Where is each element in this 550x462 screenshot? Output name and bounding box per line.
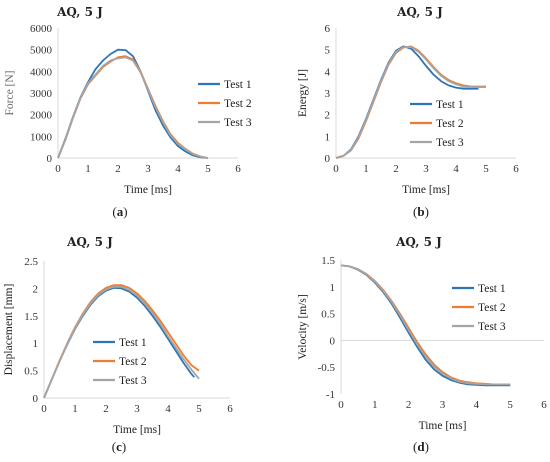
x-tick-label: 0: [333, 163, 339, 175]
x-tick-label: 4: [474, 399, 480, 411]
y-tick-label: 5: [325, 45, 331, 57]
x-tick-label: 5: [507, 399, 513, 411]
y-tick-label: 4000: [30, 66, 53, 78]
y-tick-label: 0: [47, 153, 53, 165]
panel-caption: (c): [112, 439, 126, 454]
x-tick-label: 5: [483, 163, 489, 175]
legend-label-test-1: Test 1: [224, 79, 252, 91]
chart-title: AQ, 5 J: [56, 5, 103, 19]
x-tick-label: 6: [513, 163, 519, 175]
y-tick-label: -0.5: [318, 362, 336, 374]
x-tick-label: 4: [175, 163, 181, 175]
y-tick-label: 6: [325, 23, 331, 35]
y-tick-label: 2.5: [24, 256, 38, 268]
x-tick-label: 0: [338, 399, 344, 411]
y-tick-label: 0.5: [24, 366, 38, 378]
chart-legend: Test 1 Test 2 Test 3: [198, 79, 252, 129]
series-line-test-3: [57, 56, 209, 159]
x-axis-label: Time [ms]: [113, 424, 161, 436]
x-tick-label: 5: [196, 403, 202, 415]
legend-label-test-3: Test 3: [478, 321, 506, 333]
chart-legend: Test 1 Test 2 Test 3: [93, 337, 147, 387]
y-tick-label: 1: [325, 131, 331, 143]
legend-label-test-1: Test 1: [478, 283, 506, 295]
x-tick-label: 1: [363, 163, 369, 175]
y-tick-label: 2: [33, 283, 39, 295]
x-axis-label: Time [ms]: [402, 184, 450, 196]
x-tick-label: 4: [453, 163, 459, 175]
x-tick-label: 6: [227, 403, 233, 415]
chart-panel-d: AQ, 5 J -1 -0.5 0 0.5 1 1.5 0 1 2 3 4 5 6 Time [ms] Vel…: [297, 235, 547, 454]
chart-legend: Test 1 Test 2 Test 3: [410, 99, 464, 149]
legend-label-test-2: Test 2: [119, 356, 147, 368]
chart-title: AQ, 5 J: [396, 5, 443, 19]
series-line-test-3: [43, 285, 200, 399]
y-tick-label: 1000: [30, 131, 53, 143]
x-tick-label: 1: [85, 163, 91, 175]
x-tick-label: 1: [72, 403, 78, 415]
y-tick-label: 4: [325, 66, 331, 78]
y-tick-label: 1: [330, 282, 336, 294]
x-tick-label: 3: [145, 163, 151, 175]
x-tick-label: 5: [205, 163, 211, 175]
x-tick-label: 4: [165, 403, 171, 415]
y-axis-label: Energy [J]: [297, 69, 309, 117]
x-tick-label: 3: [134, 403, 140, 415]
series-line-test-2: [57, 55, 209, 159]
legend-label-test-3: Test 3: [119, 375, 147, 387]
legend-label-test-2: Test 2: [478, 302, 506, 314]
legend-label-test-2: Test 2: [224, 98, 252, 110]
legend-label-test-1: Test 1: [436, 99, 464, 111]
legend-label-test-3: Test 3: [436, 137, 464, 149]
y-tick-label: 0: [325, 153, 331, 165]
y-tick-label: 1.5: [321, 255, 335, 267]
chart-title: AQ, 5 J: [66, 235, 113, 249]
x-tick-label: 2: [406, 399, 412, 411]
y-tick-label: -1: [326, 389, 335, 401]
x-tick-label: 0: [41, 403, 47, 415]
y-tick-label: 6000: [30, 23, 53, 35]
y-axis-label: Velocity [m/s]: [297, 294, 309, 359]
y-tick-label: 1: [33, 338, 39, 350]
y-tick-label: 0: [33, 393, 39, 405]
x-axis-label: Time [ms]: [419, 420, 467, 432]
x-tick-label: 1: [372, 399, 378, 411]
x-tick-label: 2: [115, 163, 121, 175]
y-axis-label: Force [N]: [4, 70, 16, 115]
legend-label-test-2: Test 2: [436, 118, 464, 130]
y-tick-label: 5000: [30, 45, 53, 57]
series-line-test-1: [57, 48, 209, 159]
x-tick-label: 3: [440, 399, 446, 411]
panel-caption: (a): [112, 204, 127, 219]
series-line-test-3: [335, 46, 486, 159]
x-tick-label: 6: [235, 163, 241, 175]
chart-title: AQ, 5 J: [395, 235, 442, 249]
y-tick-label: 1.5: [24, 311, 38, 323]
chart-panel-c: AQ, 5 J 0 0.5 1 1.5 2 2.5 0 1 2 3 4 5 6 Time [ms] Displ…: [3, 235, 233, 454]
y-tick-label: 3000: [30, 88, 53, 100]
y-tick-label: 0: [330, 335, 336, 347]
x-tick-label: 3: [423, 163, 429, 175]
chart-panel-b: AQ, 5 J 0 1 2 3 4 5 6 0 1 2 3 4 5 6 Time [ms] Energy [J]…: [297, 5, 519, 219]
series-line-test-3: [340, 264, 511, 386]
chart-legend: Test 1 Test 2 Test 3: [452, 283, 506, 333]
x-tick-label: 2: [103, 403, 109, 415]
y-tick-label: 3: [325, 88, 331, 100]
x-axis-label: Time [ms]: [124, 184, 172, 196]
chart-panel-a: AQ, 5 J 0 1000 2000 3000 4000 5000 6000 0 1 2 3 4 5 6 T…: [4, 5, 252, 219]
x-tick-label: 0: [55, 163, 61, 175]
y-tick-label: 2000: [30, 110, 53, 122]
y-tick-label: 0.5: [321, 309, 335, 321]
legend-label-test-1: Test 1: [119, 337, 147, 349]
x-tick-label: 2: [393, 163, 399, 175]
y-axis-label: Displacement [mm]: [3, 284, 15, 376]
panel-caption: (d): [413, 439, 429, 454]
panel-caption: (b): [413, 204, 429, 219]
legend-label-test-3: Test 3: [224, 117, 252, 129]
y-tick-label: 2: [325, 110, 331, 122]
x-tick-label: 6: [541, 399, 547, 411]
